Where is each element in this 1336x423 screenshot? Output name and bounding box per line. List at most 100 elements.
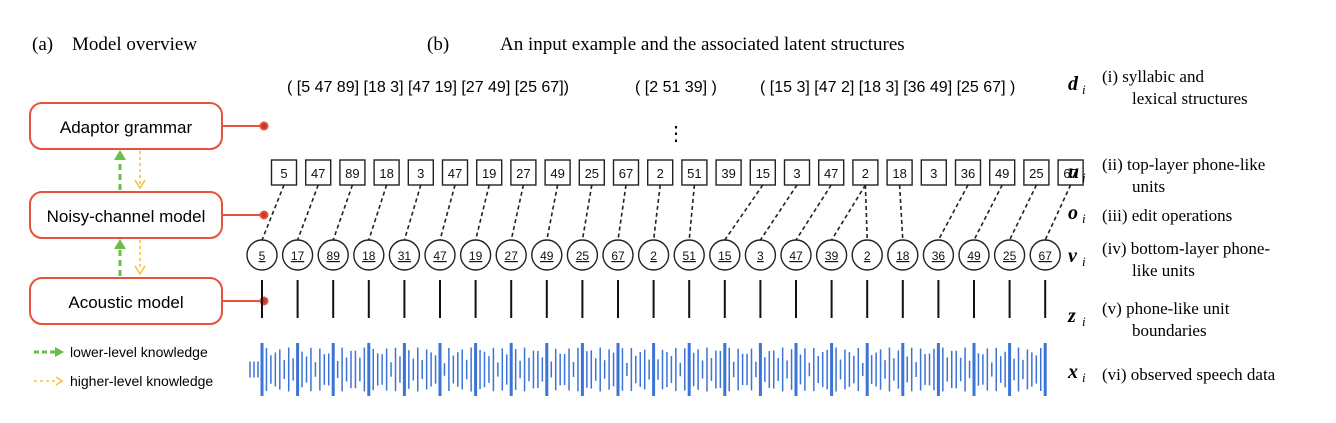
bottom-unit-label: 67 xyxy=(1039,249,1053,263)
bottom-unit: 47 xyxy=(780,239,812,271)
bottom-unit-label: 18 xyxy=(362,249,376,263)
top-unit-label: 36 xyxy=(961,166,975,181)
bottom-unit: 2 xyxy=(851,239,883,271)
edit-line xyxy=(1044,184,1072,241)
edit-line xyxy=(1008,184,1038,241)
bottom-unit-label: 3 xyxy=(757,249,764,263)
bottom-unit-label: 39 xyxy=(825,249,839,263)
bottom-unit-label: 2 xyxy=(650,249,657,263)
panel-a-label: (a) xyxy=(32,34,53,55)
edit-line xyxy=(510,184,525,241)
row-label-2: u i (ii) top-layer phone-like units xyxy=(1068,155,1265,196)
row-variable: v⃗ xyxy=(1068,245,1092,267)
edit-line xyxy=(759,184,798,241)
edit-line xyxy=(937,184,969,241)
edit-line xyxy=(688,184,696,241)
edit-line xyxy=(368,184,388,241)
top-unit: 2 xyxy=(852,159,879,186)
edit-line xyxy=(546,184,559,241)
legend-lower-label: lower-level knowledge xyxy=(70,344,208,360)
row-description: (iv) bottom-layer phone- xyxy=(1102,239,1270,258)
top-unit-label: 3 xyxy=(417,166,424,181)
row-variable: z xyxy=(1067,305,1076,327)
bottom-unit: 51 xyxy=(673,239,705,271)
top-unit: 15 xyxy=(749,159,776,186)
panel-b-label: (b) xyxy=(427,34,449,55)
bottom-unit-label: 31 xyxy=(398,249,412,263)
edit-line xyxy=(830,184,867,241)
bottom-unit-label: 49 xyxy=(540,249,554,263)
bottom-unit: 67 xyxy=(1029,239,1061,271)
top-unit: 47 xyxy=(818,159,845,186)
legend-orange-arrow-icon xyxy=(55,376,64,386)
acoustic-model-box: Acoustic model xyxy=(29,277,223,325)
top-unit: 67 xyxy=(612,159,640,186)
green-arrowhead xyxy=(114,239,126,249)
legend-higher-label: higher-level knowledge xyxy=(70,373,213,389)
phone-boundaries xyxy=(261,280,1047,318)
bottom-unit: 67 xyxy=(602,239,634,271)
row-variable-subscript: i xyxy=(1082,170,1086,185)
panel-b-title: An input example and the associated late… xyxy=(500,34,905,55)
row-description: (i) syllabic and xyxy=(1102,67,1204,86)
knowledge-arrows xyxy=(114,150,146,276)
edit-line xyxy=(332,184,354,241)
top-unit: 3 xyxy=(407,159,434,186)
lexical-group-3: ( [15 3] [47 2] [18 3] [36 49] [25 67] ) xyxy=(760,79,1015,96)
row-variable-subscript: i xyxy=(1082,82,1086,97)
top-unit-label: 39 xyxy=(721,166,735,181)
top-unit-label: 5 xyxy=(280,166,287,181)
row-description: boundaries xyxy=(1132,321,1207,340)
bottom-unit: 49 xyxy=(958,239,990,271)
edit-operation-lines xyxy=(261,184,1072,241)
bottom-unit: 5 xyxy=(246,239,278,271)
box-connectors xyxy=(222,121,269,306)
top-unit: 25 xyxy=(578,159,605,186)
bottom-unit-label: 47 xyxy=(789,249,803,263)
bottom-layer-units: 5 17 89 18 31 47 19 27 49 25 67 2 51 15 3 47 39 2 18 36 49 25… xyxy=(246,239,1061,271)
top-unit: 25 xyxy=(1023,159,1050,186)
row-description: (ii) top-layer phone-like xyxy=(1102,155,1265,174)
top-unit-label: 3 xyxy=(930,166,937,181)
top-unit: 19 xyxy=(476,159,503,186)
top-unit-label: 15 xyxy=(756,166,770,181)
top-unit: 5 xyxy=(270,159,298,186)
edit-line xyxy=(581,184,593,241)
top-unit-label: 2 xyxy=(657,166,664,181)
orange-arrowhead xyxy=(134,179,146,190)
top-unit-label: 47 xyxy=(311,166,325,181)
row-variable-subscript: i xyxy=(1082,370,1086,385)
row-description: lexical structures xyxy=(1132,89,1248,108)
bottom-unit: 27 xyxy=(495,239,527,271)
edit-line xyxy=(898,184,904,241)
top-unit-label: 49 xyxy=(550,166,564,181)
edit-line xyxy=(724,184,764,241)
lexical-group-2: ( [2 51 39] ) xyxy=(635,79,717,96)
top-unit: 36 xyxy=(954,159,982,186)
top-unit: 18 xyxy=(373,159,400,186)
bottom-unit-label: 25 xyxy=(1003,249,1017,263)
bottom-unit-label: 27 xyxy=(505,249,519,263)
panel-a-title: Model overview xyxy=(72,34,197,55)
bottom-unit-label: 15 xyxy=(718,249,732,263)
bottom-unit: 19 xyxy=(459,239,492,271)
bottom-unit: 36 xyxy=(922,239,955,271)
bottom-unit-label: 49 xyxy=(967,249,981,263)
row-description: units xyxy=(1132,177,1165,196)
bottom-unit-label: 51 xyxy=(683,249,697,263)
row-variable: o xyxy=(1068,202,1078,224)
ellipsis-icon: ⋮ xyxy=(666,123,686,145)
connector-dot xyxy=(259,210,269,220)
top-unit-label: 25 xyxy=(1029,166,1043,181)
top-unit: 27 xyxy=(510,159,537,186)
bottom-unit: 49 xyxy=(531,239,563,271)
top-unit-label: 19 xyxy=(482,166,496,181)
bottom-unit-label: 17 xyxy=(291,249,305,263)
edit-line xyxy=(261,184,285,241)
row-variable-subscript: i xyxy=(1082,254,1086,269)
bottom-unit: 31 xyxy=(388,239,421,271)
bottom-unit: 25 xyxy=(993,239,1026,271)
top-unit-label: 27 xyxy=(516,166,530,181)
top-unit-label: 67 xyxy=(1063,166,1077,181)
